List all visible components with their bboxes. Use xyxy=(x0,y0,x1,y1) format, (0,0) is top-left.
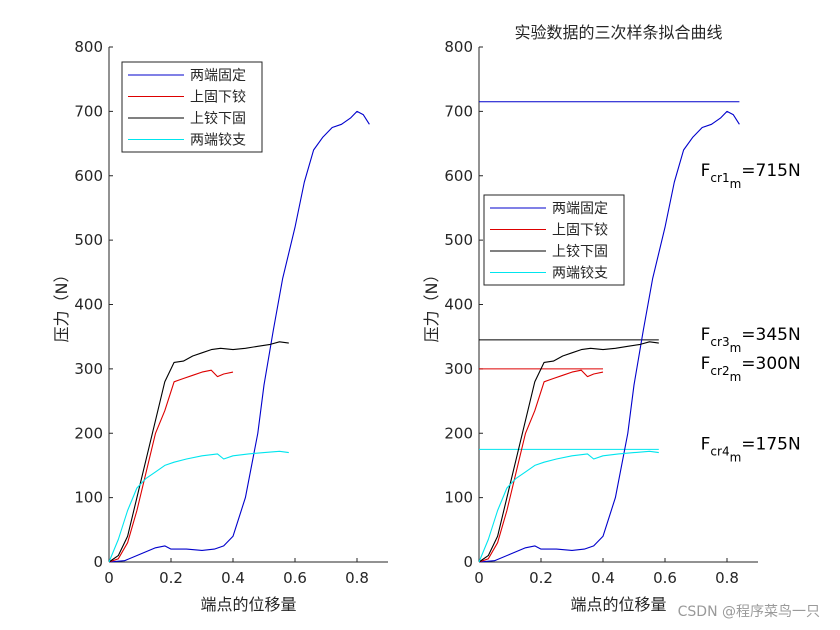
y-tick-label: 0 xyxy=(463,553,473,571)
right-plot: 0 100 200 300 400 500 600 700 800 0 0.2 0.4 0.6 0.8 端点… xyxy=(422,23,801,614)
y-tick-label: 0 xyxy=(93,553,103,571)
y-tick-label: 500 xyxy=(444,231,473,249)
series-line xyxy=(108,110,370,563)
critical-load-annotation: Fcr1m=715N xyxy=(701,161,801,191)
y-tick-label: 700 xyxy=(444,102,473,120)
x-tick-label: 0.6 xyxy=(283,569,307,587)
y-tick-label: 800 xyxy=(74,38,103,56)
legend-entry: 上固下铰 xyxy=(190,90,246,106)
watermark: CSDN @程序菜鸟一只 xyxy=(678,604,820,620)
legend-box xyxy=(121,61,263,153)
legend-entry: 两端铰支 xyxy=(552,266,608,282)
y-axis-label: 压力（N） xyxy=(422,267,441,343)
legend-entry: 上铰下固 xyxy=(190,111,246,127)
y-tick-label: 700 xyxy=(74,102,103,120)
x-tick-label: 0.8 xyxy=(715,569,739,587)
series-line xyxy=(108,450,289,563)
y-tick-label: 400 xyxy=(74,296,103,314)
y-tick-label: 500 xyxy=(74,231,103,249)
legend-entry: 上铰下固 xyxy=(552,244,608,260)
x-tick-label: 0 xyxy=(104,569,114,587)
legend-entry: 两端铰支 xyxy=(190,133,246,149)
series-line xyxy=(478,110,740,563)
x-tick-label: 0.6 xyxy=(653,569,677,587)
critical-load-annotation: Fcr4m=175N xyxy=(701,434,801,464)
x-axis-label: 端点的位移量 xyxy=(570,595,666,614)
legend-entry: 两端固定 xyxy=(190,68,246,84)
y-tick-label: 600 xyxy=(74,167,103,185)
y-tick-label: 100 xyxy=(74,489,103,507)
x-tick-label: 0.4 xyxy=(221,569,245,587)
y-tick-label: 400 xyxy=(444,296,473,314)
y-tick-label: 800 xyxy=(444,38,473,56)
series-line xyxy=(478,369,604,563)
x-tick-label: 0.8 xyxy=(345,569,369,587)
series-line xyxy=(108,341,289,563)
series-line xyxy=(478,450,659,563)
legend-entry: 上固下铰 xyxy=(552,223,608,239)
series-line xyxy=(478,341,659,563)
series-line xyxy=(108,369,234,563)
left-plot: 0 100 200 300 400 500 600 700 800 0 0.2 0.4 0.6 0.8 端点… xyxy=(52,38,388,614)
chart-title: 实验数据的三次样条拟合曲线 xyxy=(514,23,722,42)
y-tick-label: 100 xyxy=(444,489,473,507)
x-tick-label: 0.2 xyxy=(159,569,183,587)
x-tick-label: 0 xyxy=(474,569,484,587)
x-tick-label: 0.4 xyxy=(591,569,615,587)
x-axis-label: 端点的位移量 xyxy=(200,595,296,614)
critical-load-annotation: Fcr3m=345N xyxy=(701,325,801,355)
y-tick-label: 300 xyxy=(74,360,103,378)
critical-load-annotation: Fcr2m=300N xyxy=(701,354,801,384)
x-tick-label: 0.2 xyxy=(529,569,553,587)
y-tick-label: 300 xyxy=(444,360,473,378)
y-tick-label: 200 xyxy=(74,424,103,442)
y-tick-label: 600 xyxy=(444,167,473,185)
y-tick-label: 200 xyxy=(444,424,473,442)
legend-entry: 两端固定 xyxy=(552,201,608,217)
y-axis-label: 压力（N） xyxy=(52,267,71,343)
legend-box xyxy=(483,194,625,286)
